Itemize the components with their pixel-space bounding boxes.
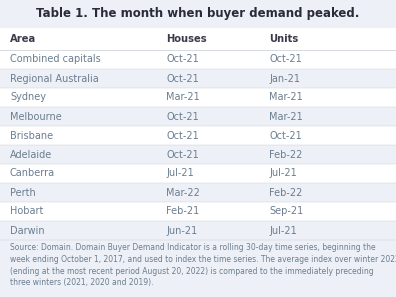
Text: Houses: Houses <box>166 34 207 44</box>
Text: Oct-21: Oct-21 <box>166 55 199 64</box>
Bar <box>0 50 396 69</box>
Text: Jan-21: Jan-21 <box>269 73 300 83</box>
Text: Perth: Perth <box>10 187 36 198</box>
Text: Jul-21: Jul-21 <box>269 225 297 236</box>
Bar <box>0 28 396 50</box>
Text: Mar-21: Mar-21 <box>269 111 303 121</box>
Text: Darwin: Darwin <box>10 225 44 236</box>
Text: Feb-22: Feb-22 <box>269 149 303 159</box>
Text: Adelaide: Adelaide <box>10 149 52 159</box>
Text: Regional Australia: Regional Australia <box>10 73 99 83</box>
Bar <box>0 164 396 183</box>
Text: Oct-21: Oct-21 <box>269 130 302 140</box>
Text: Jul-21: Jul-21 <box>269 168 297 178</box>
Text: Canberra: Canberra <box>10 168 55 178</box>
Text: Melbourne: Melbourne <box>10 111 62 121</box>
Text: Source: Domain. Domain Buyer Demand Indicator is a rolling 30-day time series, b: Source: Domain. Domain Buyer Demand Indi… <box>10 243 396 287</box>
Text: Oct-21: Oct-21 <box>166 73 199 83</box>
Text: Oct-21: Oct-21 <box>166 130 199 140</box>
Text: Mar-22: Mar-22 <box>166 187 200 198</box>
Text: Oct-21: Oct-21 <box>166 111 199 121</box>
Text: Brisbane: Brisbane <box>10 130 53 140</box>
Text: Mar-21: Mar-21 <box>269 92 303 102</box>
Text: Mar-21: Mar-21 <box>166 92 200 102</box>
Bar <box>0 202 396 221</box>
Bar <box>0 88 396 107</box>
Text: Jul-21: Jul-21 <box>166 168 194 178</box>
Text: Units: Units <box>269 34 299 44</box>
Text: Feb-21: Feb-21 <box>166 206 200 217</box>
Bar <box>0 107 396 126</box>
Text: Oct-21: Oct-21 <box>269 55 302 64</box>
Text: Table 1. The month when buyer demand peaked.: Table 1. The month when buyer demand pea… <box>36 7 360 20</box>
Text: Feb-22: Feb-22 <box>269 187 303 198</box>
Text: Hobart: Hobart <box>10 206 43 217</box>
Text: Combined capitals: Combined capitals <box>10 55 101 64</box>
Bar <box>0 240 396 297</box>
Bar <box>0 69 396 88</box>
Text: Oct-21: Oct-21 <box>166 149 199 159</box>
Bar <box>0 145 396 164</box>
Text: Sydney: Sydney <box>10 92 46 102</box>
Bar <box>0 183 396 202</box>
Text: Sep-21: Sep-21 <box>269 206 303 217</box>
Bar <box>0 221 396 240</box>
Bar <box>0 0 396 28</box>
Bar <box>0 126 396 145</box>
Text: Area: Area <box>10 34 36 44</box>
Text: Jun-21: Jun-21 <box>166 225 198 236</box>
